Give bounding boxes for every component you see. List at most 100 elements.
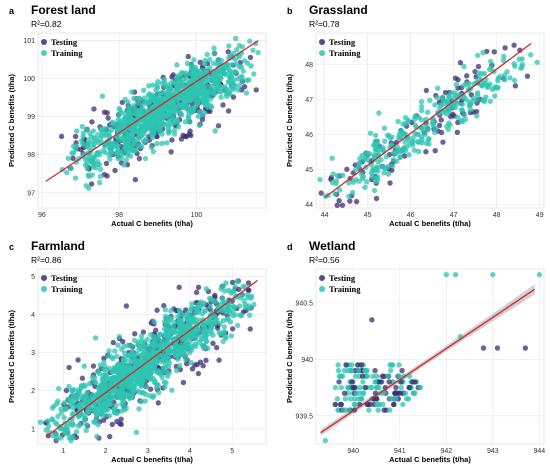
- training-point: [371, 187, 378, 194]
- training-point: [82, 383, 88, 390]
- training-point: [444, 98, 451, 104]
- training-point: [97, 173, 104, 180]
- training-point: [206, 85, 213, 92]
- training-point: [495, 77, 501, 84]
- training-point: [458, 117, 465, 124]
- training-point: [501, 53, 507, 60]
- testing-point: [373, 396, 380, 402]
- training-point: [113, 402, 119, 409]
- training-point: [193, 335, 199, 342]
- training-point: [73, 428, 80, 435]
- y-axis-title: Predicted C benefits (t/ha): [7, 74, 16, 167]
- training-point: [519, 61, 526, 68]
- testing-point: [480, 345, 487, 351]
- testing-legend-label: Testing: [329, 37, 356, 47]
- training-point: [235, 322, 241, 329]
- training-point: [450, 95, 456, 102]
- training-point: [226, 91, 232, 97]
- training-point: [201, 332, 208, 338]
- training-point: [184, 60, 191, 67]
- training-point: [97, 166, 104, 173]
- testing-point: [213, 344, 220, 351]
- testing-point: [72, 133, 79, 140]
- training-point: [165, 355, 171, 361]
- training-point: [171, 319, 177, 326]
- training-point: [356, 178, 362, 184]
- training-point: [440, 101, 446, 107]
- training-point: [145, 354, 151, 360]
- training-point: [141, 95, 148, 101]
- training-point: [423, 123, 429, 129]
- training-point: [154, 100, 161, 107]
- testing-point: [440, 139, 446, 145]
- training-point: [115, 342, 121, 348]
- training-point: [366, 150, 373, 157]
- training-point: [492, 93, 498, 99]
- training-point: [418, 99, 425, 105]
- y-tick-label: 1: [31, 426, 35, 433]
- training-point: [459, 106, 465, 113]
- training-point: [162, 307, 169, 313]
- training-point: [69, 433, 75, 440]
- testing-point: [464, 73, 470, 79]
- training-point: [352, 373, 359, 379]
- training-point: [387, 407, 393, 413]
- training-point: [201, 110, 208, 116]
- training-point: [167, 348, 174, 354]
- training-point: [139, 143, 145, 150]
- training-point: [73, 128, 80, 134]
- training-point: [124, 152, 131, 158]
- testing-legend-label: Testing: [51, 273, 78, 283]
- training-point: [64, 426, 70, 432]
- y-axis-title: Predicted C benefits (t/ha): [7, 310, 16, 403]
- training-point: [140, 389, 147, 396]
- training-point: [147, 392, 153, 399]
- testing-point: [398, 384, 405, 391]
- training-point: [154, 141, 160, 147]
- testing-point: [387, 180, 393, 186]
- r-squared-label: R²=0.56: [309, 255, 340, 265]
- training-point: [481, 98, 488, 105]
- training-point: [193, 85, 200, 92]
- testing-point: [247, 54, 254, 61]
- training-point: [122, 96, 128, 103]
- training-point: [119, 365, 126, 371]
- training-point: [181, 312, 187, 319]
- training-point: [123, 405, 130, 411]
- training-point: [203, 338, 210, 345]
- training-point: [231, 304, 238, 311]
- training-point: [454, 100, 460, 106]
- r-squared-label: R²=0.86: [31, 255, 62, 265]
- testing-point: [406, 384, 412, 391]
- training-point: [405, 136, 411, 142]
- training-point: [223, 86, 229, 92]
- x-axis-title: Actual C benefits (t/ha): [389, 455, 471, 464]
- y-tick-label: 4: [31, 312, 35, 319]
- training-point: [106, 412, 113, 419]
- testing-point: [110, 339, 116, 346]
- training-point: [450, 103, 457, 109]
- training-point: [79, 123, 86, 130]
- training-point: [220, 283, 227, 289]
- training-point: [334, 396, 341, 402]
- training-point: [395, 118, 401, 125]
- training-point: [80, 130, 87, 136]
- x-tick-label: 944: [534, 448, 546, 455]
- training-point: [165, 125, 172, 131]
- training-point: [201, 324, 208, 331]
- training-point: [145, 125, 151, 131]
- training-point: [162, 90, 168, 96]
- testing-point: [123, 303, 130, 309]
- training-point: [350, 179, 357, 185]
- training-point: [127, 376, 133, 383]
- training-point: [135, 134, 142, 140]
- x-tick-label: 45: [364, 212, 372, 219]
- training-point: [162, 318, 168, 325]
- y-tick-label: 939.5: [295, 413, 313, 420]
- y-tick-label: 99: [27, 114, 35, 121]
- testing-point: [161, 302, 167, 309]
- training-point: [155, 382, 161, 388]
- training-point: [182, 332, 188, 339]
